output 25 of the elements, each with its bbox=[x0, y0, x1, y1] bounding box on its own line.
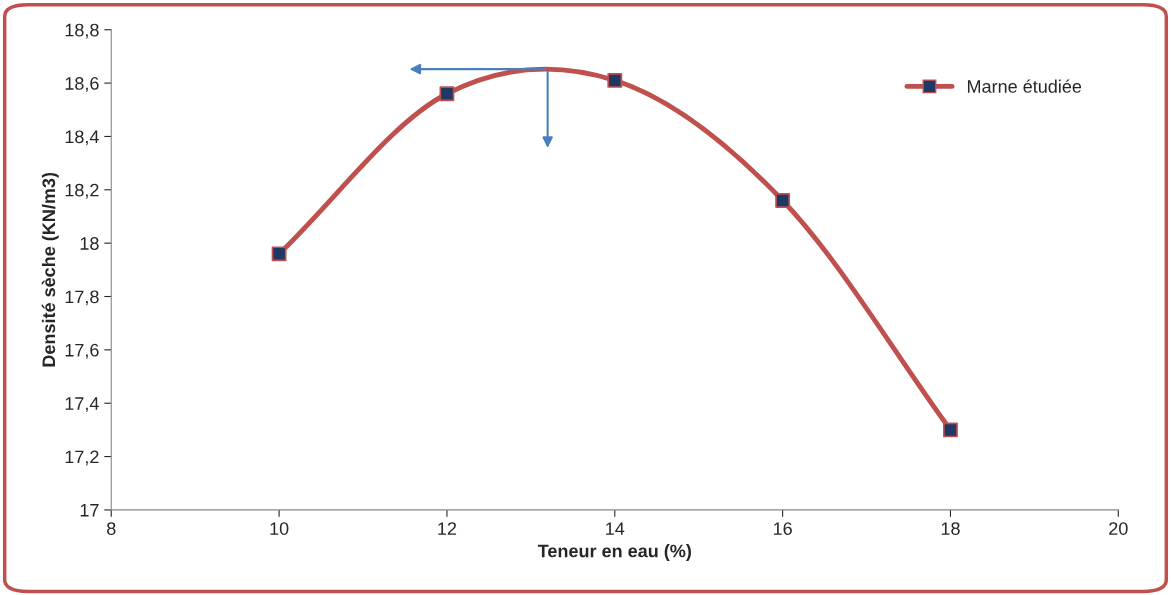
legend-label: Marne étudiée bbox=[967, 79, 1082, 93]
point bbox=[775, 193, 791, 208]
y-axis-title: Densité sèche (KN/m3) bbox=[41, 172, 59, 367]
point bbox=[439, 86, 455, 102]
point bbox=[607, 73, 623, 88]
y-tick-label: 17,8 bbox=[65, 290, 99, 306]
y-tick-label: 17,4 bbox=[65, 397, 99, 413]
y-tick-label: 17,6 bbox=[65, 343, 99, 359]
x-tick-label: 18 bbox=[941, 522, 960, 535]
x-tick-label: 10 bbox=[270, 522, 289, 535]
x-tick-label: 16 bbox=[773, 522, 792, 535]
y-tick-label: 17 bbox=[80, 504, 99, 517]
y-tick-label: 17,2 bbox=[65, 450, 99, 466]
y-tick-label: 18,8 bbox=[65, 23, 99, 39]
x-tick-label: 20 bbox=[1109, 522, 1128, 535]
point bbox=[943, 422, 958, 438]
y-tick-label: 18 bbox=[80, 237, 99, 250]
point bbox=[271, 246, 287, 262]
y-tick-label: 18,2 bbox=[65, 183, 99, 199]
x-tick-label: 12 bbox=[438, 522, 457, 535]
x-tick-label: 8 bbox=[107, 522, 116, 535]
y-tick-label: 18,4 bbox=[65, 130, 99, 146]
x-axis-title: Teneur en eau (%) bbox=[537, 544, 691, 561]
x-tick-label: 14 bbox=[606, 522, 625, 535]
y-tick-label: 18,6 bbox=[65, 77, 99, 92]
